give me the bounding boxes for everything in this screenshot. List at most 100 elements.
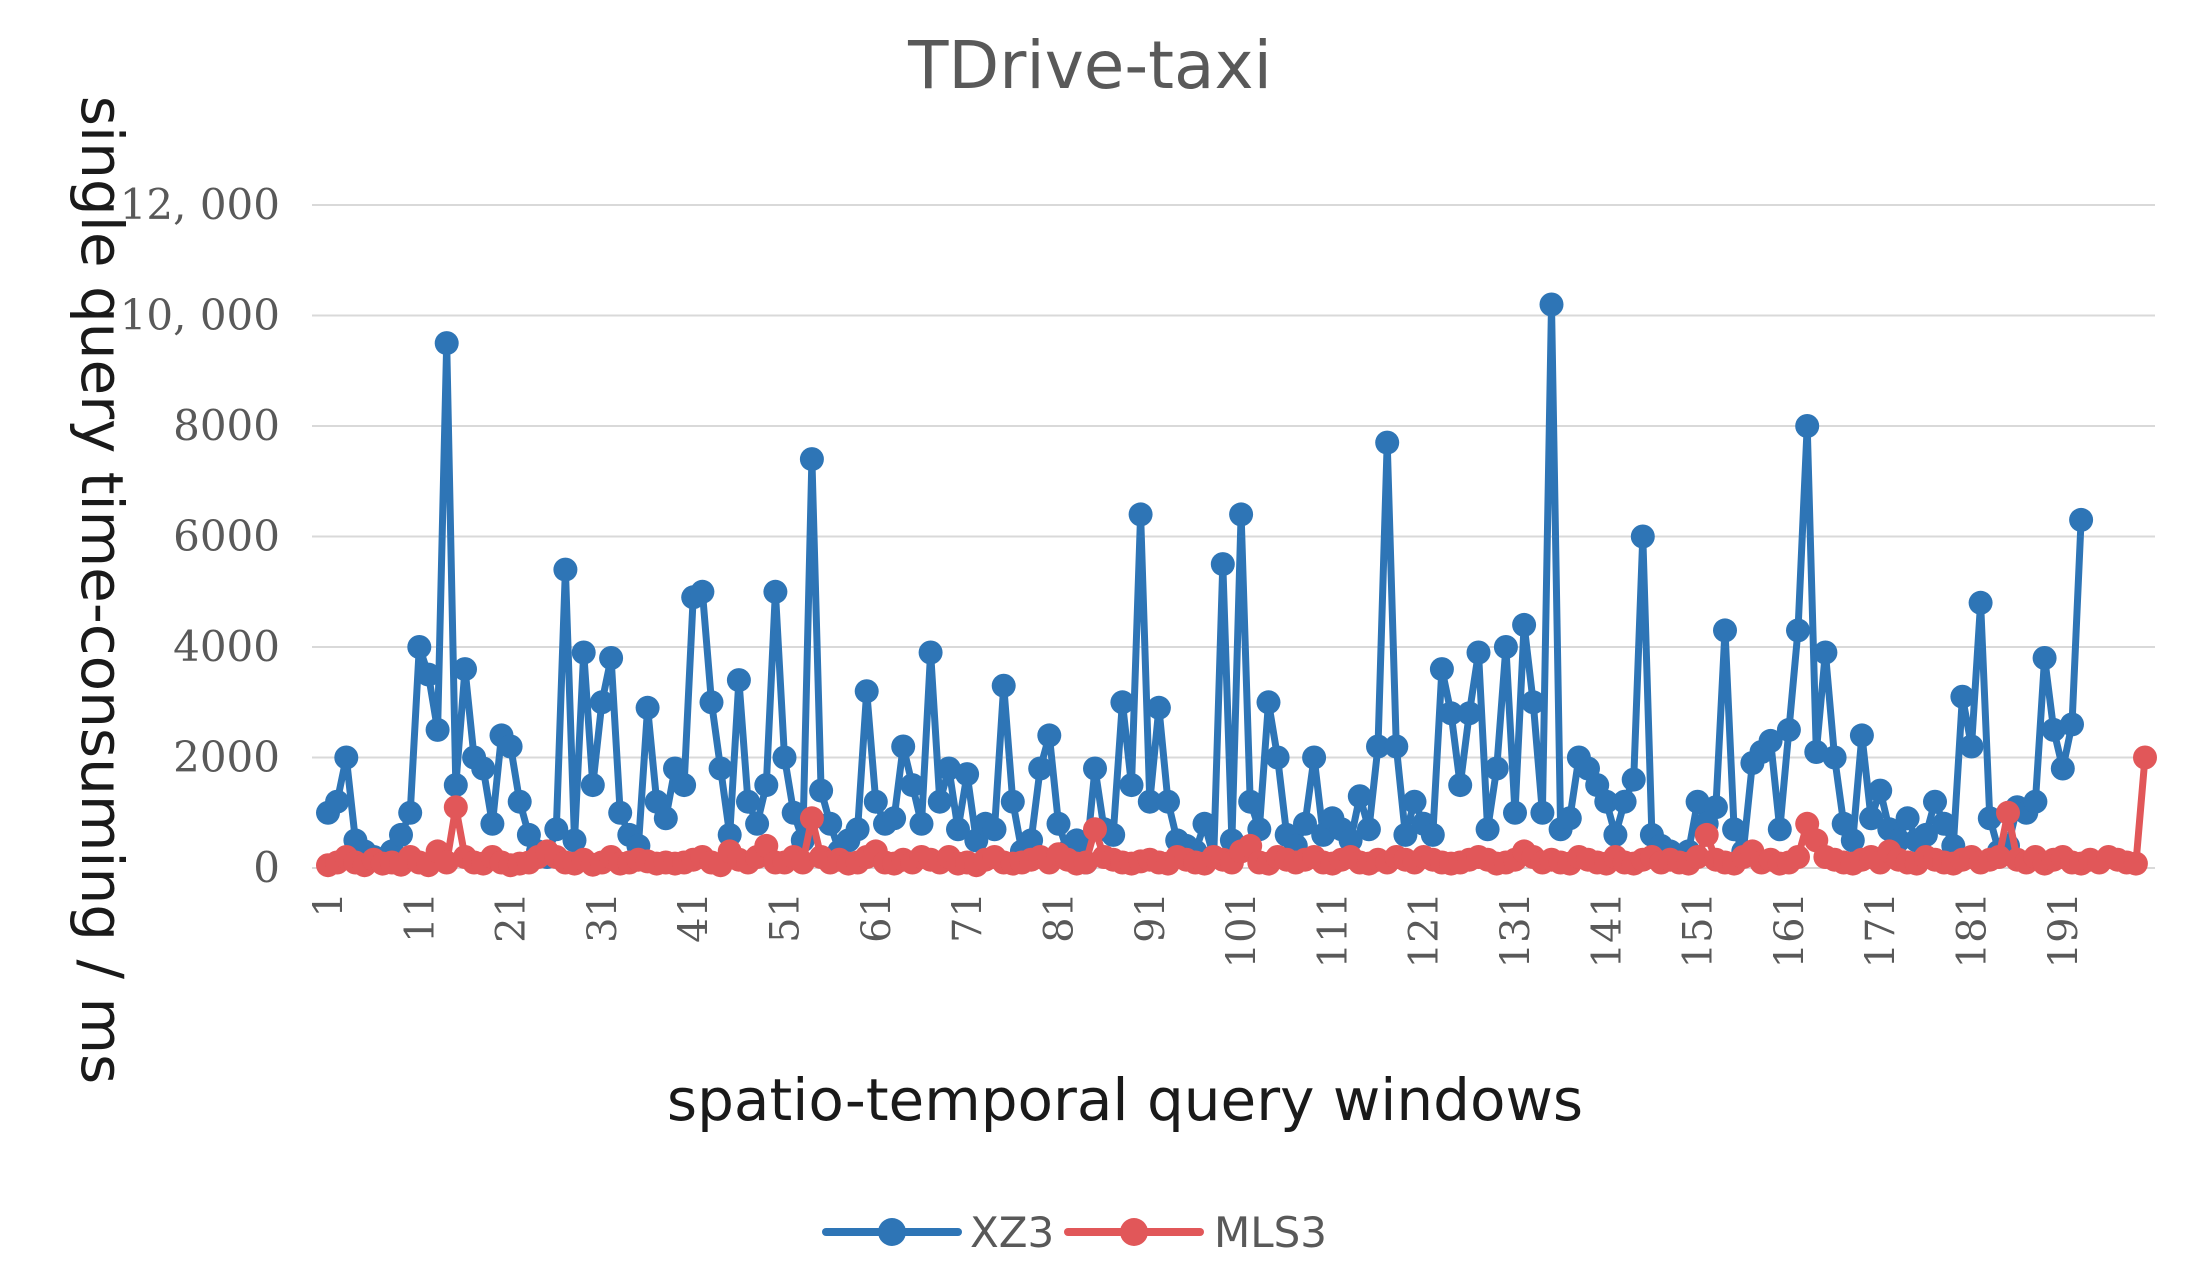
- data-point: [790, 850, 815, 875]
- data-point: [507, 789, 532, 814]
- data-point: [562, 828, 587, 853]
- data-point: [1986, 845, 2011, 869]
- y-tick-label: 6000: [173, 512, 280, 561]
- data-point: [434, 331, 459, 356]
- data-point: [1996, 800, 2020, 825]
- data-point: [863, 789, 888, 814]
- x-tick-label: 121: [1402, 892, 1448, 968]
- data-point: [571, 640, 596, 665]
- data-point: [1420, 822, 1445, 847]
- data-point: [1384, 734, 1409, 759]
- data-point: [763, 579, 788, 604]
- data-point: [1402, 789, 1427, 814]
- series-lines: [316, 292, 2157, 878]
- x-tick-label: 161: [1767, 892, 1813, 968]
- data-point: [580, 773, 605, 798]
- data-point: [781, 800, 806, 825]
- x-tick-label: 181: [1950, 892, 1996, 968]
- data-point: [1804, 740, 1829, 764]
- data-point: [1457, 701, 1482, 726]
- data-point: [717, 822, 742, 847]
- data-point: [1685, 789, 1710, 814]
- data-point: [325, 789, 350, 814]
- data-point: [845, 817, 870, 842]
- data-point: [1521, 690, 1546, 715]
- data-point: [1028, 756, 1053, 781]
- data-point: [1703, 795, 1728, 820]
- chart-title: TDrive-taxi: [907, 27, 1272, 104]
- data-point: [1512, 612, 1537, 637]
- data-point: [1813, 640, 1838, 665]
- data-point: [1630, 524, 1655, 549]
- data-point: [2133, 745, 2157, 770]
- data-point: [443, 773, 468, 798]
- legend-marker: [878, 1218, 906, 1246]
- data-point: [389, 822, 413, 847]
- legend-label: MLS3: [1214, 1208, 1327, 1257]
- data-point: [754, 773, 779, 798]
- data-point: [736, 789, 760, 814]
- data-point: [1484, 756, 1509, 781]
- data-point: [1302, 745, 1327, 770]
- x-tick-label: 171: [1858, 892, 1904, 968]
- data-point: [991, 673, 1016, 698]
- data-point: [498, 734, 523, 759]
- data-point: [1293, 811, 1317, 836]
- data-point: [1795, 414, 1820, 438]
- data-point: [1694, 822, 1719, 847]
- data-point: [1110, 690, 1135, 715]
- data-point: [1156, 789, 1180, 814]
- data-point: [909, 811, 934, 836]
- x-tick-label: 1: [306, 892, 352, 917]
- data-point: [1119, 773, 1144, 798]
- data-point: [1557, 806, 1582, 831]
- y-axis-label: single query time-consuming / ms: [68, 96, 136, 1084]
- legend-marker: [1120, 1218, 1148, 1246]
- data-point: [1932, 811, 1957, 836]
- data-point: [1466, 640, 1491, 665]
- data-point: [1192, 811, 1217, 836]
- data-point: [918, 640, 943, 665]
- data-point: [799, 447, 824, 472]
- data-point: [1073, 850, 1098, 875]
- legend-label: XZ3: [970, 1208, 1054, 1257]
- data-point: [1849, 723, 1874, 748]
- y-tick-label: 2000: [173, 733, 280, 782]
- data-point: [818, 811, 843, 836]
- x-tick-label: 11: [397, 892, 443, 943]
- y-tick-labels: 0 2000 4000 6000 8000 10, 000 12, 000: [120, 180, 280, 892]
- data-point: [434, 850, 459, 875]
- data-point: [1256, 690, 1281, 715]
- x-tick-label: 131: [1493, 892, 1539, 968]
- data-point: [2050, 756, 2075, 781]
- data-point: [1238, 789, 1263, 814]
- data-point: [2041, 717, 2066, 742]
- data-point: [1786, 618, 1810, 643]
- data-point: [1959, 734, 1984, 759]
- data-point: [1539, 292, 1564, 317]
- data-point: [2023, 789, 2048, 814]
- data-point: [1429, 657, 1454, 682]
- data-point: [1621, 767, 1646, 792]
- data-point: [1776, 717, 1801, 742]
- data-point: [1895, 806, 1920, 831]
- x-tick-label: 111: [1310, 892, 1356, 968]
- y-tick-label: 12, 000: [120, 180, 280, 229]
- data-point: [334, 745, 359, 770]
- data-point: [407, 635, 432, 659]
- data-point: [416, 662, 441, 687]
- data-point: [1265, 745, 1290, 770]
- data-point: [1046, 811, 1071, 836]
- data-point: [882, 806, 907, 831]
- x-tick-labels: 1 11 21 31 41 51 61 71 81 91 101 111 121 131 141 151 161…: [306, 892, 2087, 968]
- data-point: [1603, 822, 1628, 847]
- data-point: [1037, 723, 1062, 748]
- data-point: [745, 811, 770, 836]
- data-point: [1594, 789, 1619, 814]
- data-point: [1685, 845, 1710, 869]
- data-point: [699, 690, 724, 715]
- x-tick-label: 71: [945, 892, 991, 943]
- data-point: [690, 579, 715, 604]
- data-point: [1612, 789, 1637, 814]
- x-tick-label: 141: [1584, 892, 1630, 968]
